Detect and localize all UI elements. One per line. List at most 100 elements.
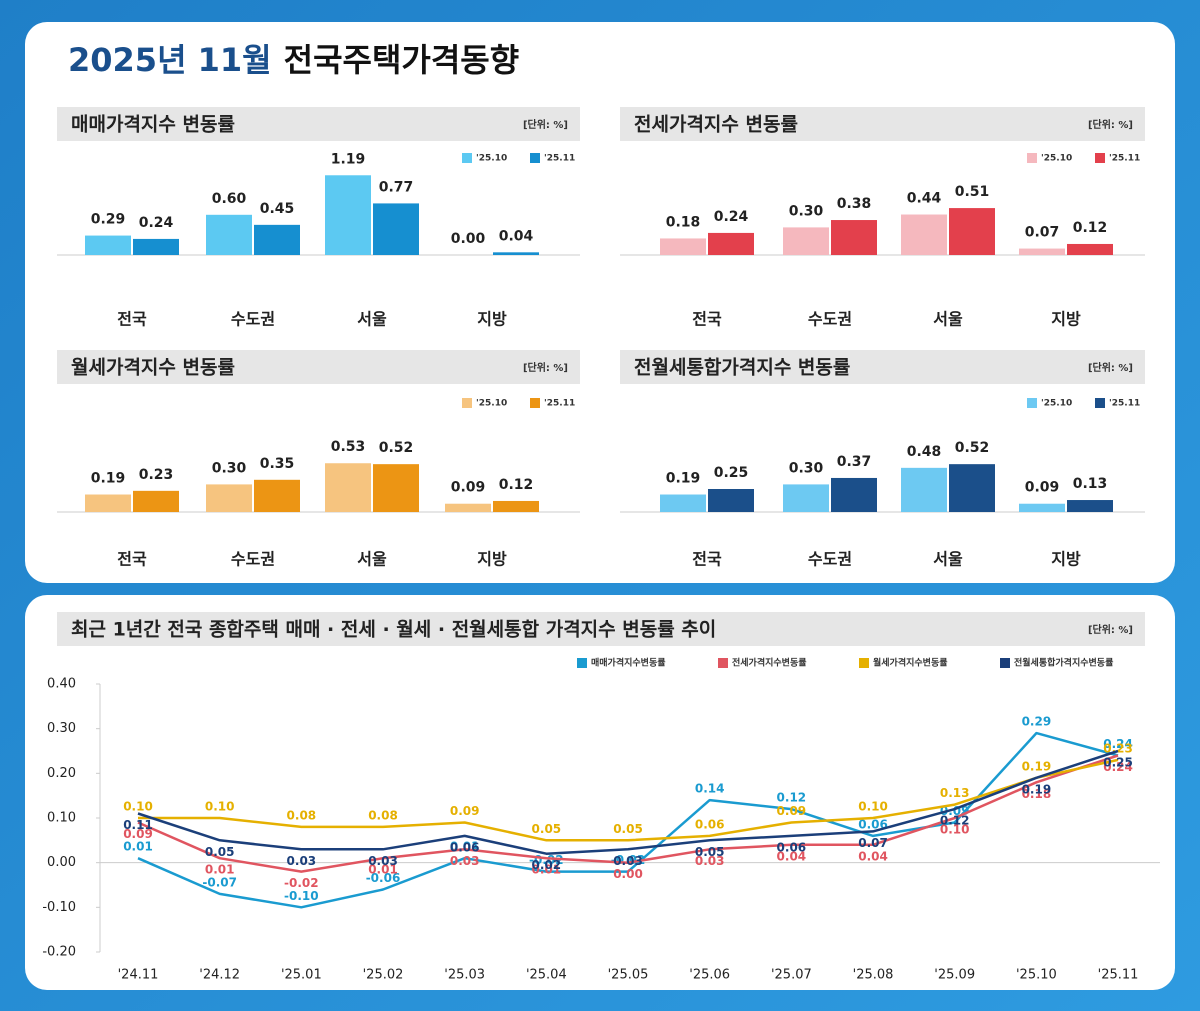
y-tick-label: -0.20 <box>42 945 76 960</box>
point-label: 0.04 <box>777 849 807 863</box>
value-label: 0.13 <box>1073 476 1108 492</box>
legend-label: 전월세통합가격지수변동률 <box>1014 657 1113 669</box>
value-label: 0.12 <box>499 477 534 493</box>
point-label: 0.01 <box>532 863 562 877</box>
legend-swatch <box>1095 153 1105 163</box>
bar <box>1019 248 1065 255</box>
x-tick-label: '25.09 <box>934 968 975 983</box>
value-label: 0.19 <box>666 471 701 487</box>
legend-swatch <box>530 398 540 408</box>
bar <box>901 467 947 512</box>
bar <box>493 252 539 255</box>
line-series <box>138 758 1119 842</box>
point-label: 0.01 <box>123 840 153 854</box>
legend-swatch <box>1095 398 1105 408</box>
point-label: 0.03 <box>450 854 480 868</box>
bar <box>206 214 252 255</box>
point-label: 0.10 <box>940 823 970 837</box>
point-label: 0.14 <box>695 782 725 796</box>
point-label: -0.06 <box>366 871 401 885</box>
bar <box>660 494 706 512</box>
category-label: 전국 <box>692 550 722 569</box>
value-label: 0.53 <box>331 439 366 455</box>
value-label: 0.30 <box>789 203 824 219</box>
point-label: 0.13 <box>940 786 970 800</box>
x-tick-label: '25.07 <box>771 968 812 983</box>
bar <box>901 214 947 255</box>
value-label: 0.51 <box>955 184 990 200</box>
legend-swatch <box>530 153 540 163</box>
category-label: 지방 <box>477 550 507 569</box>
legend-swatch <box>462 153 472 163</box>
point-label: 0.12 <box>940 814 970 828</box>
legend-label: '25.11 <box>1109 154 1140 164</box>
point-label: 0.05 <box>205 845 235 859</box>
point-label: 0.12 <box>777 791 807 805</box>
line-series <box>137 731 1119 909</box>
point-label: 0.03 <box>613 854 643 868</box>
y-tick-label: 0.30 <box>47 721 76 736</box>
value-label: 1.19 <box>331 151 366 167</box>
x-tick-label: '25.06 <box>689 968 730 983</box>
point-label: 0.23 <box>1103 741 1133 755</box>
point-label: 0.05 <box>695 845 725 859</box>
point-label: 0.11 <box>123 818 153 832</box>
point-label: 0.09 <box>123 827 153 841</box>
header-bar <box>57 107 580 141</box>
point-label: 0.06 <box>450 840 480 854</box>
category-label: 지방 <box>1051 550 1081 569</box>
bottom-panel <box>25 595 1175 990</box>
legend-swatch <box>577 658 587 668</box>
y-tick-label: -0.10 <box>42 900 76 915</box>
bar <box>325 463 371 512</box>
bar <box>493 500 539 512</box>
category-label: 지방 <box>477 310 507 329</box>
legend-label: 월세가격지수변동률 <box>873 657 948 669</box>
point-label: 0.25 <box>1103 756 1133 770</box>
bar <box>949 464 995 512</box>
bar <box>949 208 995 255</box>
legend-label: '25.11 <box>1109 399 1140 409</box>
header-bar <box>57 612 1145 646</box>
bar <box>85 235 131 255</box>
bar <box>660 238 706 255</box>
value-label: 0.44 <box>907 191 942 207</box>
header-bar <box>620 350 1145 384</box>
point-label: 0.18 <box>1022 787 1052 801</box>
point-label: 0.24 <box>1103 737 1133 751</box>
y-tick-label: 0.00 <box>47 855 76 870</box>
legend-swatch <box>859 658 869 668</box>
x-tick-label: '25.08 <box>853 968 894 983</box>
bar <box>708 232 754 255</box>
point-label: 0.05 <box>613 822 643 836</box>
legend-swatch <box>1027 153 1037 163</box>
x-tick-label: '25.03 <box>444 968 485 983</box>
value-label: 0.09 <box>1025 480 1060 496</box>
line-series <box>137 749 1119 855</box>
bar <box>1067 243 1113 255</box>
point-label: 0.03 <box>695 854 725 868</box>
category-label: 수도권 <box>808 550 852 569</box>
bar <box>373 464 419 512</box>
value-label: 0.00 <box>451 231 486 247</box>
point-label: 0.08 <box>287 808 317 822</box>
point-label: 0.03 <box>368 854 398 868</box>
value-label: 0.19 <box>91 471 126 487</box>
unit-label: [단위: %] <box>523 118 568 131</box>
line-series <box>137 754 1119 873</box>
bar <box>133 238 179 255</box>
value-label: 0.37 <box>837 454 872 470</box>
bar <box>783 227 829 255</box>
page-title: 2025년 11월 전국주택가격동향 <box>68 41 519 79</box>
top-panel <box>25 22 1175 583</box>
point-label: 0.07 <box>858 836 888 850</box>
legend-swatch <box>1000 658 1010 668</box>
chart-title: 최근 1년간 전국 종합주택 매매 · 전세 · 월세 · 전월세통합 가격지수… <box>71 619 716 641</box>
bar <box>783 484 829 512</box>
x-tick-label: '24.11 <box>118 968 159 983</box>
category-label: 전국 <box>117 310 147 329</box>
value-label: 0.23 <box>139 467 174 483</box>
category-label: 수도권 <box>231 550 275 569</box>
legend-label: '25.10 <box>1041 154 1072 164</box>
